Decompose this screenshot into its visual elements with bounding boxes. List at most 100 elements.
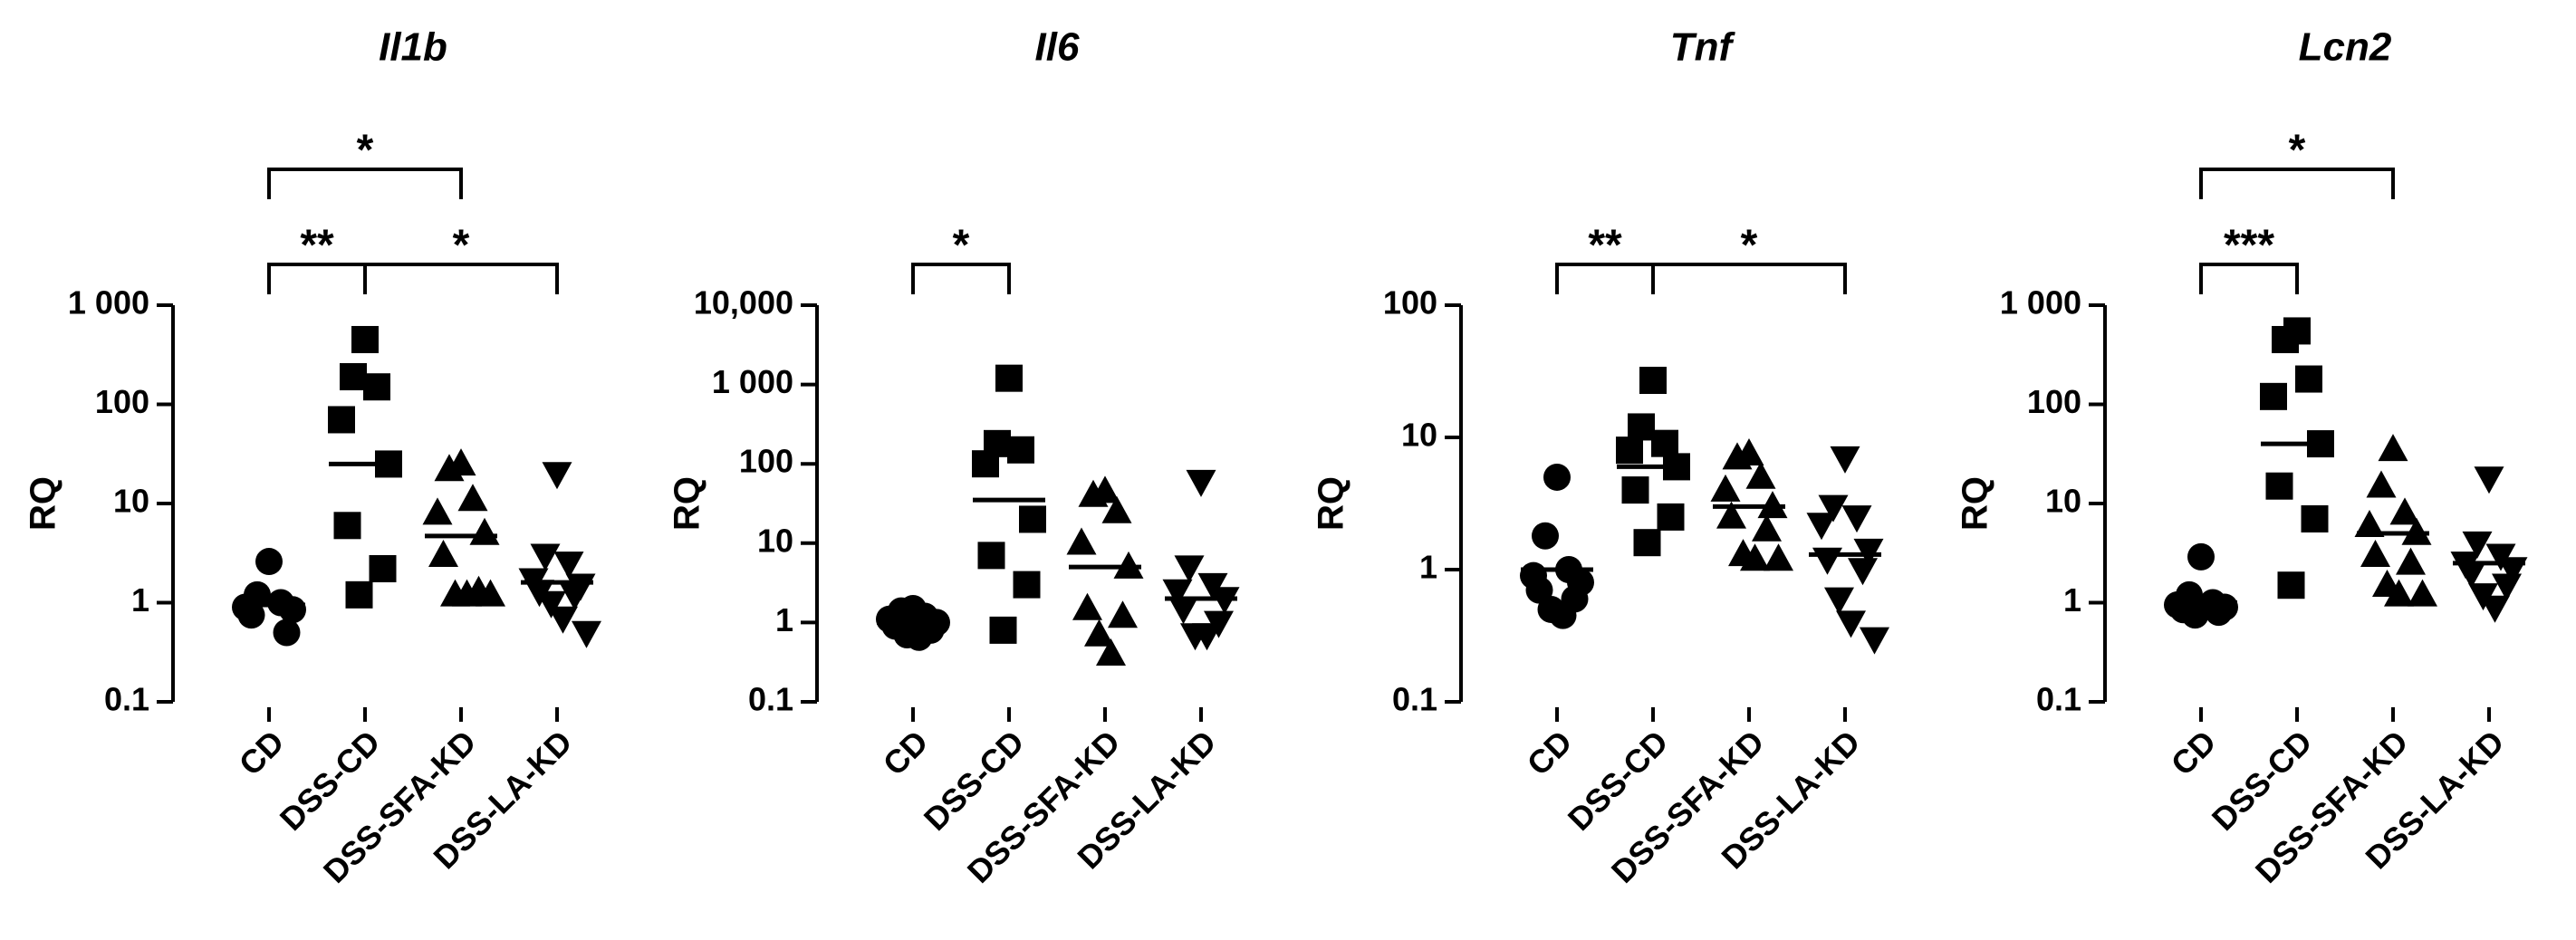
- y-axis-label: RQ: [668, 476, 707, 531]
- point: [972, 450, 999, 478]
- y-tick-label: 100: [739, 443, 793, 480]
- point: [1066, 527, 1097, 555]
- point: [905, 623, 933, 651]
- point: [1108, 600, 1138, 628]
- significance-bracket: [2199, 168, 2395, 199]
- point: [2181, 601, 2209, 629]
- panel: TnfRQ0.1110100CDDSS-CDDSS-SFA-KDDSS-LA-K…: [1312, 25, 1889, 890]
- point: [1860, 627, 1889, 655]
- y-tick-label: 1 000: [2000, 284, 2081, 321]
- point: [2295, 365, 2322, 393]
- y-tick-label: 100: [95, 383, 149, 420]
- significance-bracket: [2199, 263, 2299, 294]
- point: [422, 497, 453, 525]
- y-tick-label: 1: [1419, 549, 1437, 586]
- point: [1084, 619, 1114, 647]
- point: [428, 540, 458, 568]
- point: [2480, 595, 2510, 623]
- point: [2354, 510, 2385, 538]
- point: [2492, 573, 2522, 601]
- y-tick-label: 10: [2045, 483, 2081, 520]
- significance-bracket: [1651, 263, 1847, 294]
- y-tick-label: 100: [2027, 383, 2081, 420]
- point: [1818, 494, 1849, 523]
- point: [434, 454, 465, 482]
- point: [1716, 501, 1746, 529]
- significance-label: *: [453, 222, 470, 270]
- point: [1639, 367, 1667, 395]
- y-tick-label: 10: [113, 483, 149, 520]
- x-tick-label: CD: [876, 723, 936, 782]
- point: [1633, 529, 1661, 557]
- point: [1072, 592, 1102, 620]
- point: [977, 542, 1005, 570]
- point: [2187, 542, 2215, 571]
- point: [1162, 579, 1193, 607]
- point: [530, 543, 561, 571]
- point: [2205, 599, 2233, 627]
- significance-bracket: [911, 263, 1011, 294]
- point: [1096, 638, 1126, 667]
- point: [1197, 572, 1228, 600]
- point: [469, 517, 500, 545]
- point: [2378, 434, 2408, 462]
- panel-title: Lcn2: [2299, 25, 2392, 70]
- significance-bracket: [267, 168, 463, 199]
- point: [1836, 610, 1866, 638]
- point: [2277, 571, 2305, 599]
- point: [2408, 579, 2437, 607]
- point: [2389, 497, 2420, 525]
- point: [1752, 513, 1782, 542]
- point: [560, 583, 590, 611]
- point: [1657, 503, 1685, 531]
- point: [542, 462, 572, 490]
- y-tick-label: 10,000: [694, 284, 793, 321]
- point: [279, 596, 306, 624]
- point: [1192, 623, 1222, 651]
- point: [1830, 446, 1860, 474]
- significance-label: *: [1741, 222, 1758, 270]
- y-axis-label: RQ: [1312, 476, 1351, 531]
- point: [2474, 466, 2504, 494]
- panel-title: Tnf: [1670, 25, 1736, 70]
- y-tick-label: 0.1: [1392, 681, 1437, 718]
- y-axis-label: RQ: [1956, 476, 1995, 531]
- point: [1806, 513, 1837, 541]
- point: [1101, 495, 1132, 523]
- point: [345, 580, 373, 609]
- x-tick-label: CD: [1520, 723, 1580, 782]
- point: [2260, 382, 2287, 410]
- y-tick-label: 0.1: [104, 681, 149, 718]
- point: [328, 406, 355, 434]
- point: [1812, 547, 1842, 575]
- y-axis-label: RQ: [24, 476, 63, 531]
- point: [572, 620, 601, 648]
- point: [1628, 413, 1655, 441]
- point: [1722, 442, 1753, 470]
- significance-label: ***: [2224, 222, 2274, 270]
- point: [1019, 505, 1046, 533]
- point: [1710, 474, 1741, 502]
- point: [548, 606, 578, 634]
- y-tick-label: 1 000: [68, 284, 149, 321]
- point: [553, 552, 584, 580]
- point: [2360, 540, 2390, 568]
- point: [1745, 461, 1776, 489]
- point: [452, 579, 482, 607]
- point: [989, 616, 1017, 644]
- point: [1078, 479, 1109, 507]
- point: [351, 325, 379, 353]
- y-tick-label: 1: [2063, 581, 2081, 619]
- point: [1007, 436, 1034, 464]
- point: [2272, 325, 2299, 353]
- y-tick-label: 0.1: [2036, 681, 2081, 718]
- point: [1841, 505, 1872, 533]
- point: [1824, 587, 1854, 615]
- significance-label: **: [1588, 222, 1622, 270]
- x-tick-label: CD: [2164, 723, 2224, 782]
- point: [1543, 463, 1571, 491]
- point: [237, 601, 265, 629]
